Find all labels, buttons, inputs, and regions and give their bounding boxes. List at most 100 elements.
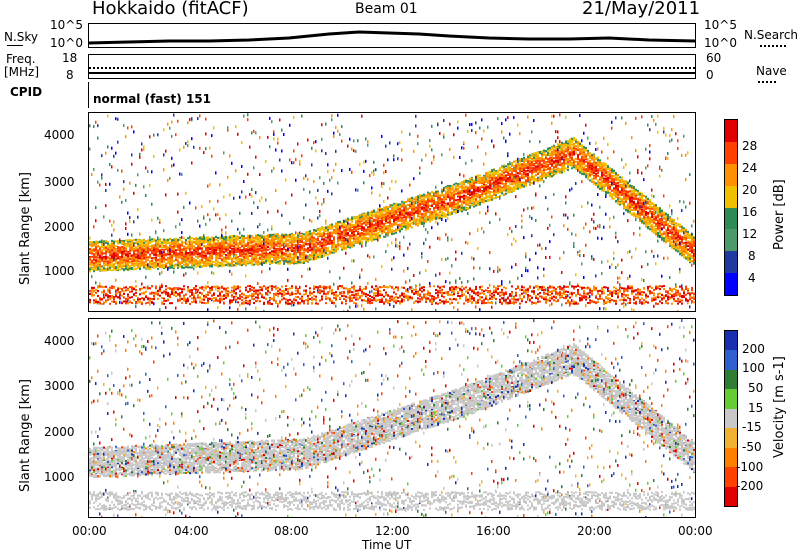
heat-pixel bbox=[107, 294, 109, 297]
heat-pixel bbox=[315, 246, 317, 249]
heat-pixel bbox=[281, 244, 283, 247]
heat-pixel bbox=[301, 297, 303, 300]
heat-pixel bbox=[125, 265, 127, 268]
heat-pixel bbox=[95, 266, 97, 269]
heat-pixel bbox=[255, 296, 257, 299]
heat-pixel bbox=[243, 241, 245, 244]
heat-pixel bbox=[261, 256, 263, 259]
nsearch-tick-top: 10^5 bbox=[704, 18, 737, 32]
heat-pixel bbox=[157, 216, 159, 220]
heat-pixel bbox=[247, 302, 249, 305]
heat-pixel bbox=[341, 248, 343, 251]
heat-pixel bbox=[259, 243, 261, 246]
heat-pixel bbox=[253, 263, 255, 266]
heat-pixel bbox=[337, 236, 339, 239]
heat-pixel bbox=[101, 256, 103, 259]
heat-pixel bbox=[283, 293, 285, 296]
heat-pixel bbox=[221, 252, 223, 255]
heat-pixel bbox=[249, 302, 251, 305]
heat-pixel bbox=[251, 254, 253, 257]
heat-pixel bbox=[185, 293, 187, 296]
heat-pixel bbox=[111, 241, 113, 244]
heat-pixel bbox=[175, 245, 177, 248]
heat-pixel bbox=[129, 242, 131, 245]
heat-pixel bbox=[297, 302, 299, 305]
heat-pixel bbox=[303, 233, 305, 236]
heat-pixel bbox=[307, 234, 309, 237]
heat-pixel bbox=[333, 293, 335, 296]
heat-pixel bbox=[93, 253, 95, 256]
heat-pixel bbox=[231, 299, 233, 302]
heat-pixel bbox=[107, 298, 109, 301]
heat-pixel bbox=[235, 298, 237, 301]
nsky-tick-bottom: 10^0 bbox=[50, 36, 83, 50]
heat-pixel bbox=[181, 297, 183, 300]
heat-pixel bbox=[165, 293, 167, 296]
heat-pixel bbox=[247, 172, 249, 176]
heat-pixel bbox=[319, 214, 321, 218]
heat-pixel bbox=[209, 244, 211, 247]
heat-pixel bbox=[175, 251, 177, 254]
heat-pixel bbox=[335, 297, 337, 300]
heat-pixel bbox=[169, 287, 171, 290]
heat-pixel bbox=[181, 218, 183, 222]
heat-pixel bbox=[349, 237, 351, 240]
heat-pixel bbox=[313, 288, 315, 291]
heat-pixel bbox=[339, 297, 341, 300]
heat-pixel bbox=[285, 252, 287, 255]
heat-pixel bbox=[303, 216, 305, 220]
heat-pixel bbox=[97, 262, 99, 265]
heat-pixel bbox=[303, 293, 305, 296]
heat-pixel bbox=[107, 248, 109, 251]
heat-pixel bbox=[235, 246, 237, 249]
heat-pixel bbox=[207, 238, 209, 241]
heat-pixel bbox=[153, 250, 155, 253]
heat-pixel bbox=[299, 261, 301, 264]
heat-pixel bbox=[171, 258, 173, 261]
heat-pixel bbox=[117, 242, 119, 245]
heat-pixel bbox=[239, 252, 241, 255]
heat-pixel bbox=[325, 253, 327, 256]
heat-pixel bbox=[235, 235, 237, 238]
heat-pixel bbox=[135, 262, 137, 265]
heat-pixel bbox=[285, 244, 287, 247]
heat-pixel bbox=[185, 301, 187, 304]
heat-pixel bbox=[251, 260, 253, 263]
heat-pixel bbox=[133, 239, 135, 242]
heat-pixel bbox=[137, 258, 139, 261]
heat-pixel bbox=[245, 243, 247, 246]
heat-pixel bbox=[239, 248, 241, 251]
heat-pixel bbox=[95, 252, 97, 255]
heat-pixel bbox=[115, 289, 117, 292]
heat-pixel bbox=[247, 252, 249, 256]
heat-pixel bbox=[145, 253, 147, 256]
heat-pixel bbox=[283, 133, 285, 137]
heat-pixel bbox=[273, 297, 275, 300]
heat-pixel bbox=[323, 230, 325, 233]
heat-pixel bbox=[133, 256, 135, 259]
heat-pixel bbox=[235, 243, 237, 246]
heat-pixel bbox=[235, 258, 237, 261]
heat-pixel bbox=[107, 250, 109, 253]
heat-pixel bbox=[263, 258, 265, 261]
heat-pixel bbox=[177, 255, 179, 258]
heat-pixel bbox=[89, 261, 91, 264]
heat-pixel bbox=[191, 244, 193, 247]
heat-pixel bbox=[201, 301, 203, 304]
heat-pixel bbox=[305, 289, 307, 292]
heat-pixel bbox=[167, 242, 169, 245]
heat-pixel bbox=[203, 242, 205, 245]
heat-pixel bbox=[303, 241, 305, 244]
heat-pixel bbox=[263, 235, 265, 238]
heat-pixel bbox=[221, 242, 223, 245]
heat-pixel bbox=[239, 289, 241, 292]
heat-pixel bbox=[181, 257, 183, 260]
heat-pixel bbox=[161, 270, 163, 274]
heat-pixel bbox=[105, 292, 107, 295]
heat-pixel bbox=[259, 253, 261, 256]
heat-pixel bbox=[287, 299, 289, 302]
heat-pixel bbox=[259, 240, 261, 243]
heat-pixel bbox=[237, 287, 239, 290]
heat-pixel bbox=[113, 258, 115, 262]
heat-pixel bbox=[89, 256, 91, 259]
